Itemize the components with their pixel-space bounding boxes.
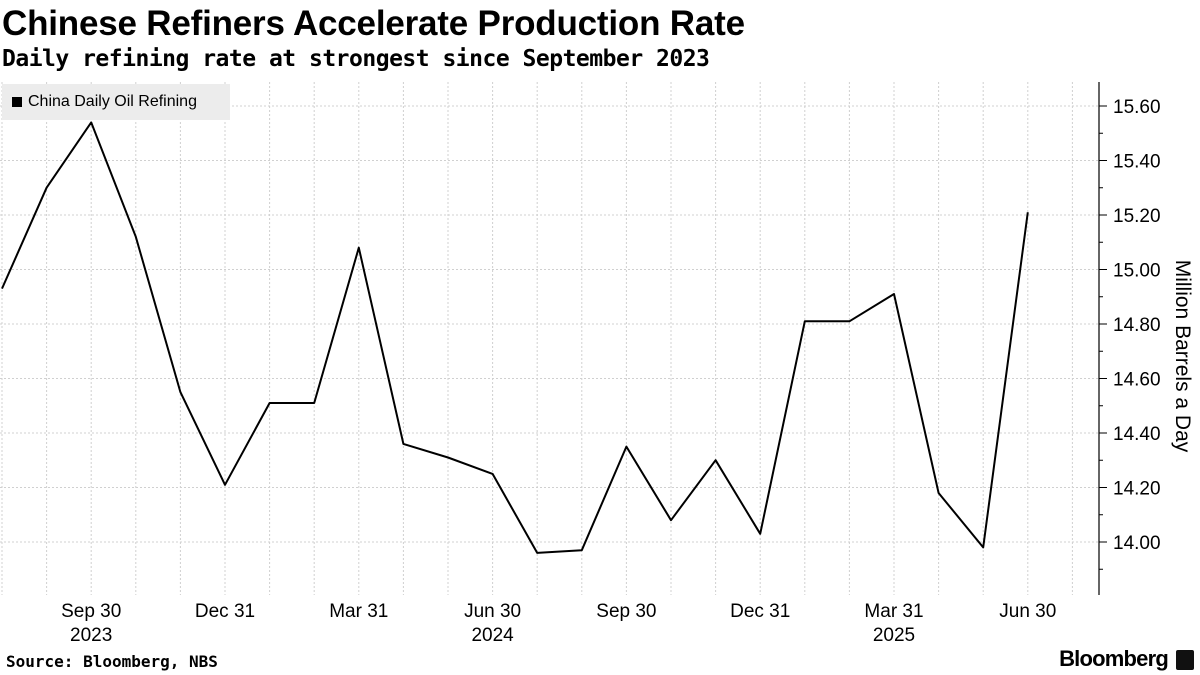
bloomberg-terminal-icon	[1176, 650, 1194, 670]
chart-subtitle: Daily refining rate at strongest since S…	[2, 46, 710, 72]
legend-label: China Daily Oil Refining	[28, 93, 197, 110]
y-axis-label: Million Barrels a Day	[1171, 260, 1194, 453]
axes	[1098, 82, 1107, 595]
x-year-label: 2023	[70, 625, 112, 646]
x-tick-label: Jun 30	[999, 601, 1056, 622]
x-tick-label: Sep 30	[596, 601, 656, 622]
y-tick-label: 14.20	[1113, 479, 1161, 500]
legend: China Daily Oil Refining	[2, 84, 230, 120]
x-tick-label: Jun 30	[464, 601, 521, 622]
series-line-china-daily-oil-refining	[1, 121, 1029, 554]
x-tick-label: Mar 31	[329, 601, 388, 622]
x-tick-label: Dec 31	[730, 601, 790, 622]
series	[1, 121, 1029, 554]
x-tick-label: Mar 31	[864, 601, 923, 622]
source-note: Source: Bloomberg, NBS	[6, 652, 218, 671]
chart-title: Chinese Refiners Accelerate Production R…	[2, 4, 745, 43]
grid-lines	[0, 82, 1099, 595]
tick-labels: 14.00 14.20 14.40 14.60 14.80 15.00 15.20 15.40…	[61, 97, 1160, 646]
y-tick-label: 14.60	[1113, 370, 1161, 391]
x-tick-label: Dec 31	[195, 601, 255, 622]
y-tick-label: 14.40	[1113, 424, 1161, 445]
x-tick-label: Sep 30	[61, 601, 121, 622]
x-year-label: 2024	[471, 625, 514, 646]
y-tick-label: 14.80	[1113, 315, 1161, 336]
y-tick-label: 15.00	[1113, 261, 1161, 282]
y-tick-label: 15.40	[1113, 152, 1161, 173]
x-year-label: 2025	[873, 625, 915, 646]
bloomberg-logo: Bloomberg	[1059, 646, 1169, 671]
y-tick-label: 15.60	[1113, 97, 1161, 118]
y-tick-label: 14.00	[1113, 533, 1161, 554]
y-tick-label: 15.20	[1113, 206, 1161, 227]
legend-swatch	[12, 97, 22, 107]
